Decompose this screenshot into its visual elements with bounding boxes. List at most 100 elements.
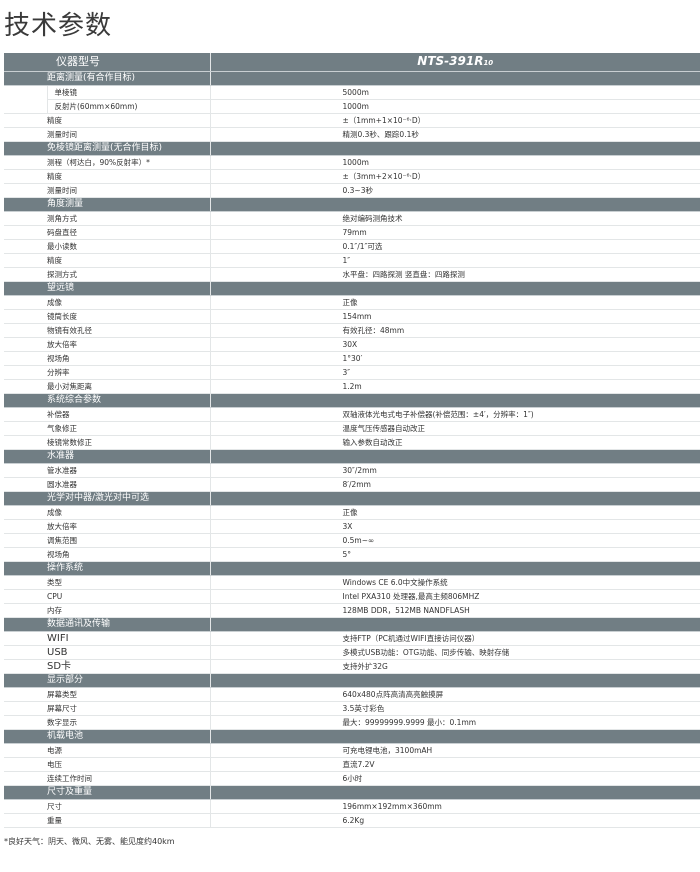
spec-label: 数字显示	[4, 715, 211, 730]
spec-value: 6.2Kg	[210, 813, 700, 828]
section-header: 水准器	[4, 449, 700, 464]
section-title: 数据通讯及传输	[4, 617, 211, 632]
section-header: 数据通讯及传输	[4, 617, 700, 632]
section-title: 免棱镜距离测量(无合作目标)	[4, 141, 211, 156]
spec-label: 调焦范围	[4, 533, 211, 548]
section-header: 光学对中器/激光对中可选	[4, 491, 700, 506]
spec-row: WIFI 支持FTP（PC机通过WIFI直接访问仪器）	[4, 631, 700, 646]
spec-value: 3″	[210, 365, 700, 380]
spec-row: 镜筒长度 154mm	[4, 309, 700, 324]
spec-value: 1000m	[210, 155, 700, 170]
spec-value: 1″	[210, 253, 700, 268]
spec-label: 成像	[4, 295, 211, 310]
spec-label: 管水准器	[4, 463, 211, 478]
spec-label: SD卡	[4, 659, 211, 674]
spec-row: 探测方式 水平盘：四路探测 竖直盘：四路探测	[4, 267, 700, 282]
section-header: 机载电池	[4, 729, 700, 744]
spec-label: 测量时间	[4, 127, 211, 142]
spec-value: 正像	[210, 505, 700, 520]
spec-label: 测程*	[4, 85, 48, 114]
spec-label: USB	[4, 645, 211, 660]
spec-row: 连续工作时间 6小时	[4, 771, 700, 786]
spec-label: 尺寸	[4, 799, 211, 814]
spec-row: 电源 可充电锂电池，3100mAH	[4, 743, 700, 758]
spec-value: ±（3mm+2×10⁻⁶·D）	[210, 169, 700, 184]
spec-value: Intel PXA310 处理器,最高主频806MHZ	[210, 589, 700, 604]
spec-label: 精度	[4, 253, 211, 268]
spec-label: 最小对焦距离	[4, 379, 211, 394]
spec-label: 屏幕类型	[4, 687, 211, 702]
section-title: 机载电池	[4, 729, 211, 744]
spec-label: 内存	[4, 603, 211, 618]
spec-value: 有效孔径：48mm	[210, 323, 700, 338]
spec-row: 测量时间 0.3~3秒	[4, 183, 700, 198]
spec-value: 温度气压传感器自动改正	[210, 421, 700, 436]
spec-value: 精测0.3秒、跟踪0.1秒	[210, 127, 700, 142]
section-header: 显示部分	[4, 673, 700, 688]
spec-value: 3X	[210, 519, 700, 534]
spec-label: 类型	[4, 575, 211, 590]
spec-label: 电源	[4, 743, 211, 758]
spec-label: 气象修正	[4, 421, 211, 436]
spec-value: 直流7.2V	[210, 757, 700, 772]
section-header: 尺寸及重量	[4, 785, 700, 800]
section-header: 望远镜	[4, 281, 700, 296]
spec-value: 支持外扩32G	[210, 659, 700, 674]
section-blank	[209, 673, 700, 688]
model-name: NTS-391R	[417, 54, 484, 68]
spec-value: 8′/2mm	[210, 477, 700, 492]
section-blank	[209, 729, 700, 744]
spec-row: 屏幕尺寸 3.5英寸彩色	[4, 701, 700, 716]
spec-row: 补偿器 双轴液体光电式电子补偿器(补偿范围：±4′，分辨率：1″)	[4, 407, 700, 422]
spec-row: 视场角 1°30′	[4, 351, 700, 366]
spec-row: 成像 正像	[4, 505, 700, 520]
spec-row: 精度 ±（3mm+2×10⁻⁶·D）	[4, 169, 700, 184]
spec-label: 测角方式	[4, 211, 211, 226]
section-blank	[209, 785, 700, 800]
section-blank	[209, 281, 700, 296]
spec-label: 精度	[4, 113, 211, 128]
section-header: 免棱镜距离测量(无合作目标)	[4, 141, 700, 156]
spec-label: 物镜有效孔径	[4, 323, 211, 338]
spec-label: 棱镜常数修正	[4, 435, 211, 450]
spec-row: 圆水准器 8′/2mm	[4, 477, 700, 492]
spec-row: 最小对焦距离 1.2m	[4, 379, 700, 394]
page-title: 技术参数	[4, 11, 113, 41]
spec-value: 30″/2mm	[210, 463, 700, 478]
spec-row: SD卡 支持外扩32G	[4, 659, 700, 674]
spec-value: 640x480点阵高清高亮触摸屏	[210, 687, 700, 702]
spec-label: 最小读数	[4, 239, 211, 254]
spec-label: 测量时间	[4, 183, 211, 198]
spec-label: 视场角	[4, 351, 211, 366]
model-suffix: 10	[483, 59, 494, 67]
spec-value: 水平盘：四路探测 竖直盘：四路探测	[210, 267, 700, 282]
section-blank	[209, 449, 700, 464]
spec-row: 测量时间 精测0.3秒、跟踪0.1秒	[4, 127, 700, 142]
spec-row: 数字显示 最大：99999999.9999 最小：0.1mm	[4, 715, 700, 730]
spec-row: 重量 6.2Kg	[4, 813, 700, 828]
section-title: 光学对中器/激光对中可选	[4, 491, 211, 506]
spec-value: 0.1″/1″可选	[210, 239, 700, 254]
spec-value: 6小时	[210, 771, 700, 786]
spec-value: 1000m	[210, 99, 700, 114]
section-blank	[209, 617, 700, 632]
spec-row: 放大倍率 30X	[4, 337, 700, 352]
section-header: 操作系统	[4, 561, 700, 576]
spec-value: ±（1mm+1×10⁻⁶·D）	[210, 113, 700, 128]
spec-row: 测角方式 绝对编码测角技术	[4, 211, 700, 226]
spec-row: 精度 ±（1mm+1×10⁻⁶·D）	[4, 113, 700, 128]
spec-value: 0.3~3秒	[210, 183, 700, 198]
spec-row: USB 多模式USB功能：OTG功能、同步传输、映射存储	[4, 645, 700, 660]
section-blank	[209, 197, 700, 212]
section-title: 系统综合参数	[4, 393, 211, 408]
section-blank	[209, 491, 700, 506]
spec-value: 可充电锂电池，3100mAH	[210, 743, 700, 758]
spec-value: 154mm	[210, 309, 700, 324]
section-blank	[209, 141, 700, 156]
spec-value: 绝对编码测角技术	[210, 211, 700, 226]
spec-row: 最小读数 0.1″/1″可选	[4, 239, 700, 254]
spec-label: 屏幕尺寸	[4, 701, 211, 716]
spec-row: 分辨率 3″	[4, 365, 700, 380]
spec-row: 反射片(60mm×60mm) 1000m	[4, 99, 700, 114]
spec-label: 测程（柯达白，90%反射率）*	[4, 155, 211, 170]
